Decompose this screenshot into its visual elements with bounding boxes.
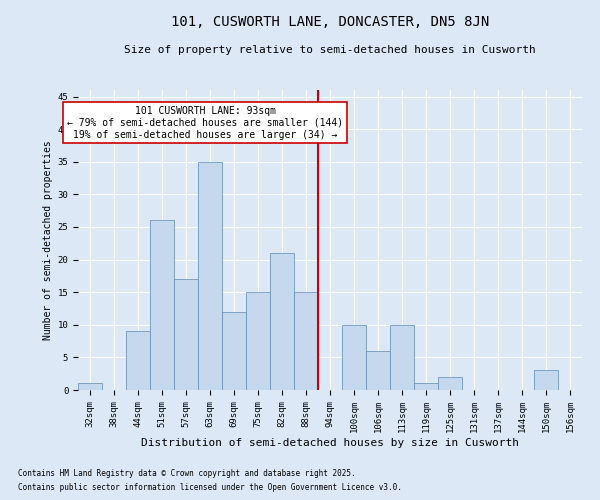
Text: Contains HM Land Registry data © Crown copyright and database right 2025.: Contains HM Land Registry data © Crown c… <box>18 468 356 477</box>
Bar <box>414 384 438 390</box>
Bar <box>294 292 318 390</box>
Text: Size of property relative to semi-detached houses in Cusworth: Size of property relative to semi-detach… <box>124 45 536 55</box>
Bar <box>126 332 150 390</box>
Bar <box>342 325 366 390</box>
Bar <box>438 377 462 390</box>
Bar <box>174 279 198 390</box>
Bar <box>534 370 558 390</box>
Text: 101, CUSWORTH LANE, DONCASTER, DN5 8JN: 101, CUSWORTH LANE, DONCASTER, DN5 8JN <box>171 15 489 29</box>
Y-axis label: Number of semi-detached properties: Number of semi-detached properties <box>43 140 53 340</box>
Text: Contains public sector information licensed under the Open Government Licence v3: Contains public sector information licen… <box>18 484 402 492</box>
Bar <box>222 312 246 390</box>
Text: 101 CUSWORTH LANE: 93sqm
← 79% of semi-detached houses are smaller (144)
19% of : 101 CUSWORTH LANE: 93sqm ← 79% of semi-d… <box>67 106 343 140</box>
Bar <box>270 253 294 390</box>
Bar <box>246 292 270 390</box>
Bar <box>78 384 102 390</box>
Bar <box>366 351 390 390</box>
Bar <box>150 220 174 390</box>
Bar <box>198 162 222 390</box>
X-axis label: Distribution of semi-detached houses by size in Cusworth: Distribution of semi-detached houses by … <box>141 438 519 448</box>
Bar <box>390 325 414 390</box>
